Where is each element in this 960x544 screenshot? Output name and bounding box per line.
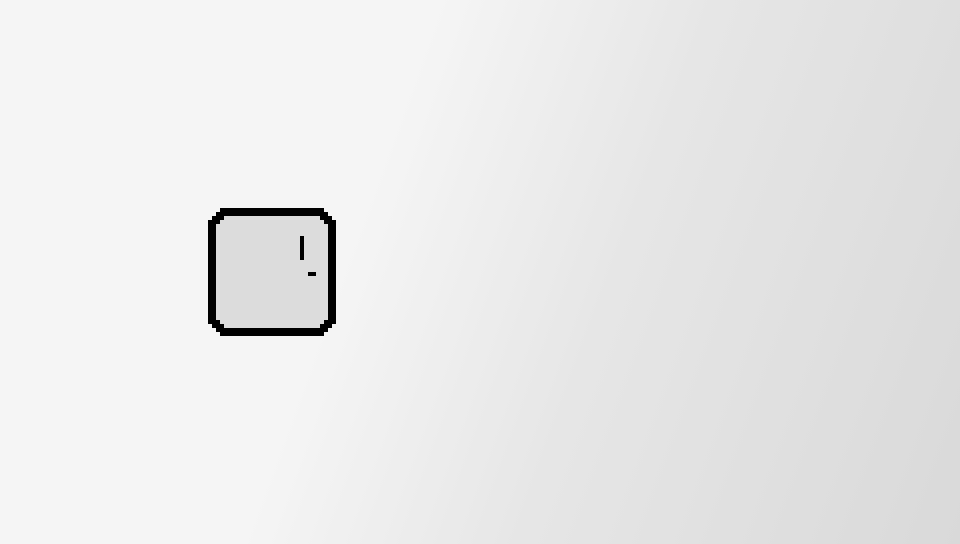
keycap-button[interactable]	[208, 208, 336, 336]
keycap-label	[208, 336, 209, 337]
exclamation-glyph-icon	[300, 236, 316, 276]
keycap-graphic	[208, 208, 336, 336]
